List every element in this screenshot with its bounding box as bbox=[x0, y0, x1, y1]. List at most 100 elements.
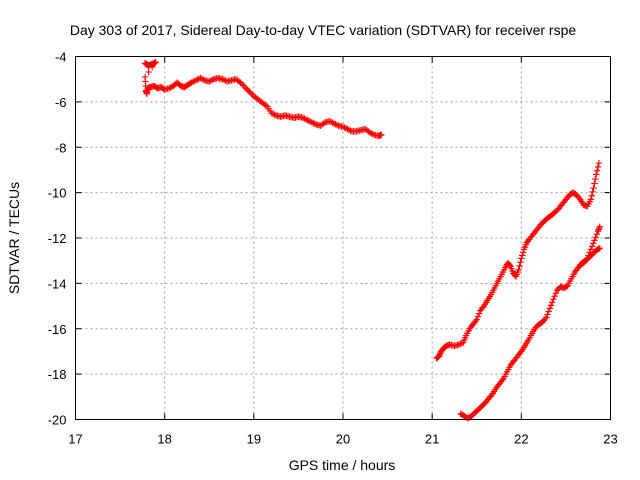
data-point-marker bbox=[541, 315, 549, 323]
data-point-marker bbox=[515, 266, 522, 273]
data-point-marker bbox=[240, 82, 247, 89]
y-tick-label: -14 bbox=[48, 276, 67, 291]
data-point-marker bbox=[593, 167, 601, 174]
data-point-marker bbox=[545, 308, 552, 315]
data-point-marker bbox=[165, 85, 173, 92]
data-point-marker bbox=[587, 246, 595, 253]
data-point-marker bbox=[475, 310, 483, 317]
y-axis-label: SDTVAR / TECUs bbox=[6, 182, 22, 294]
data-point-marker bbox=[366, 129, 373, 136]
data-point-marker bbox=[575, 194, 583, 202]
data-point-marker bbox=[551, 293, 558, 300]
data-point-marker bbox=[591, 180, 598, 187]
x-tick-label: 18 bbox=[157, 432, 171, 447]
data-point-marker bbox=[311, 120, 318, 128]
data-point-marker bbox=[591, 237, 598, 244]
data-point-marker bbox=[269, 110, 277, 118]
data-point-marker bbox=[332, 120, 339, 128]
data-point-marker bbox=[516, 349, 524, 357]
data-point-marker bbox=[145, 68, 152, 76]
data-point-marker bbox=[499, 376, 506, 384]
y-tick-label: -12 bbox=[48, 231, 67, 246]
data-point-marker bbox=[148, 63, 156, 71]
data-point-marker bbox=[550, 296, 557, 303]
data-point-marker bbox=[593, 231, 601, 238]
x-tick-label: 20 bbox=[336, 432, 350, 447]
data-point-marker bbox=[596, 223, 603, 230]
data-point-marker bbox=[219, 75, 226, 83]
data-point-marker bbox=[592, 175, 599, 183]
chart-title: Day 303 of 2017, Sidereal Day-to-day VTE… bbox=[70, 22, 576, 38]
data-point-marker bbox=[594, 227, 602, 235]
data-point-marker bbox=[339, 123, 347, 131]
data-point-marker bbox=[206, 78, 213, 85]
data-point-marker bbox=[517, 259, 524, 266]
axis-ticks: 17 18 19 20 21 22 23 -20 -18 -16 -14 -12 -10 -8 -6 -4 bbox=[48, 50, 618, 447]
data-point-marker bbox=[302, 116, 310, 123]
plot-frame bbox=[75, 56, 611, 420]
data-point-marker bbox=[595, 226, 602, 233]
data-point-marker bbox=[241, 83, 249, 91]
data-point-marker bbox=[301, 115, 308, 122]
data-point-marker bbox=[582, 256, 590, 264]
data-point-marker bbox=[544, 311, 551, 318]
data-point-marker bbox=[189, 78, 197, 86]
data-point-marker bbox=[271, 111, 278, 118]
data-point-marker bbox=[457, 340, 464, 348]
y-tick-label: -16 bbox=[48, 322, 67, 337]
x-tick-label: 22 bbox=[514, 432, 528, 447]
data-point-marker bbox=[474, 313, 482, 320]
data-point-marker bbox=[519, 252, 526, 259]
data-point-marker bbox=[585, 252, 592, 259]
data-point-marker bbox=[345, 126, 353, 134]
x-tick-label: 17 bbox=[68, 432, 82, 447]
data-point-marker bbox=[590, 184, 597, 192]
x-tick-label: 21 bbox=[425, 432, 439, 447]
data-point-marker bbox=[305, 117, 313, 124]
data-point-marker bbox=[588, 243, 596, 250]
data-point-marker bbox=[341, 124, 348, 131]
data-point-marker bbox=[552, 290, 560, 297]
data-point-marker bbox=[344, 125, 351, 133]
data-point-marker bbox=[326, 117, 333, 125]
data-point-marker bbox=[207, 77, 214, 84]
y-tick-label: -4 bbox=[55, 50, 67, 65]
data-point-marker bbox=[347, 127, 354, 134]
data-point-marker bbox=[543, 314, 550, 321]
data-point-marker bbox=[368, 130, 375, 137]
data-point-marker bbox=[299, 114, 307, 121]
y-tick-label: -6 bbox=[55, 95, 67, 110]
data-point-marker bbox=[436, 352, 443, 360]
y-tick-label: -20 bbox=[48, 413, 67, 428]
data-point-marker bbox=[586, 249, 593, 256]
data-point-marker bbox=[596, 245, 603, 252]
data-point-marker bbox=[518, 255, 525, 262]
data-point-marker bbox=[595, 159, 603, 167]
data-point-marker bbox=[596, 224, 603, 232]
data-point-marker bbox=[188, 79, 195, 86]
data-point-marker bbox=[308, 119, 315, 126]
data-point-marker bbox=[473, 316, 480, 323]
data-point-marker bbox=[191, 77, 198, 85]
data-point-marker bbox=[369, 130, 376, 138]
y-tick-label: -8 bbox=[55, 140, 67, 155]
data-point-marker bbox=[546, 305, 554, 312]
data-point-marker bbox=[310, 119, 317, 127]
data-point-marker bbox=[436, 351, 444, 358]
data-point-marker bbox=[488, 391, 495, 399]
data-point-marker bbox=[549, 299, 556, 306]
x-tick-label: 23 bbox=[603, 432, 617, 447]
data-point-marker bbox=[198, 75, 206, 83]
data-point-marker bbox=[584, 255, 591, 262]
data-point-marker bbox=[327, 118, 335, 126]
data-point-marker bbox=[589, 188, 596, 196]
data-markers bbox=[141, 58, 603, 422]
data-point-marker bbox=[152, 58, 159, 66]
data-point-marker bbox=[547, 302, 555, 309]
data-point-marker bbox=[587, 196, 595, 203]
data-point-marker bbox=[592, 234, 599, 241]
data-point-marker bbox=[506, 262, 513, 269]
data-point-marker bbox=[307, 118, 314, 125]
data-point-marker bbox=[244, 86, 252, 94]
